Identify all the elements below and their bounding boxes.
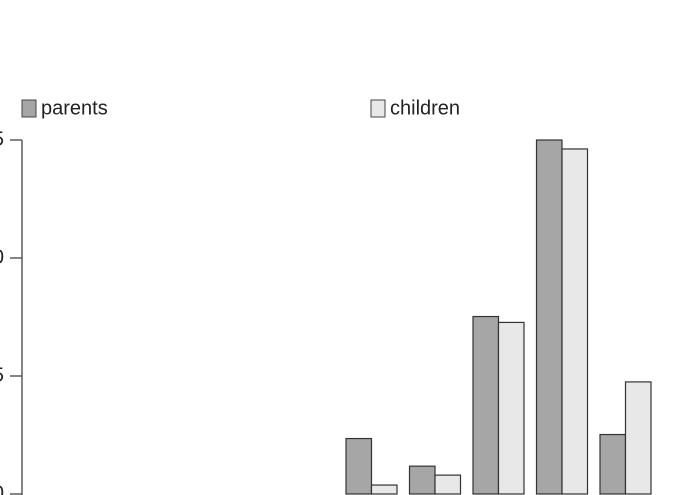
y-tick-label: 15 [0, 128, 4, 150]
legend-label: children [390, 97, 460, 119]
legend-label: parents [41, 97, 108, 119]
bar [561, 148, 589, 495]
legend-swatch [21, 99, 37, 118]
bar [345, 437, 373, 495]
bar [624, 381, 652, 495]
bar [472, 315, 500, 495]
y-tick-label: 5 [0, 364, 4, 386]
bar [408, 465, 436, 495]
bar [535, 139, 563, 495]
y-tick-label: 10 [0, 246, 4, 268]
y-tick-label: 0 [0, 482, 4, 495]
legend-swatch [370, 99, 386, 118]
bar [599, 433, 627, 495]
bar [370, 484, 398, 495]
bar [497, 321, 525, 495]
bar [434, 474, 462, 495]
